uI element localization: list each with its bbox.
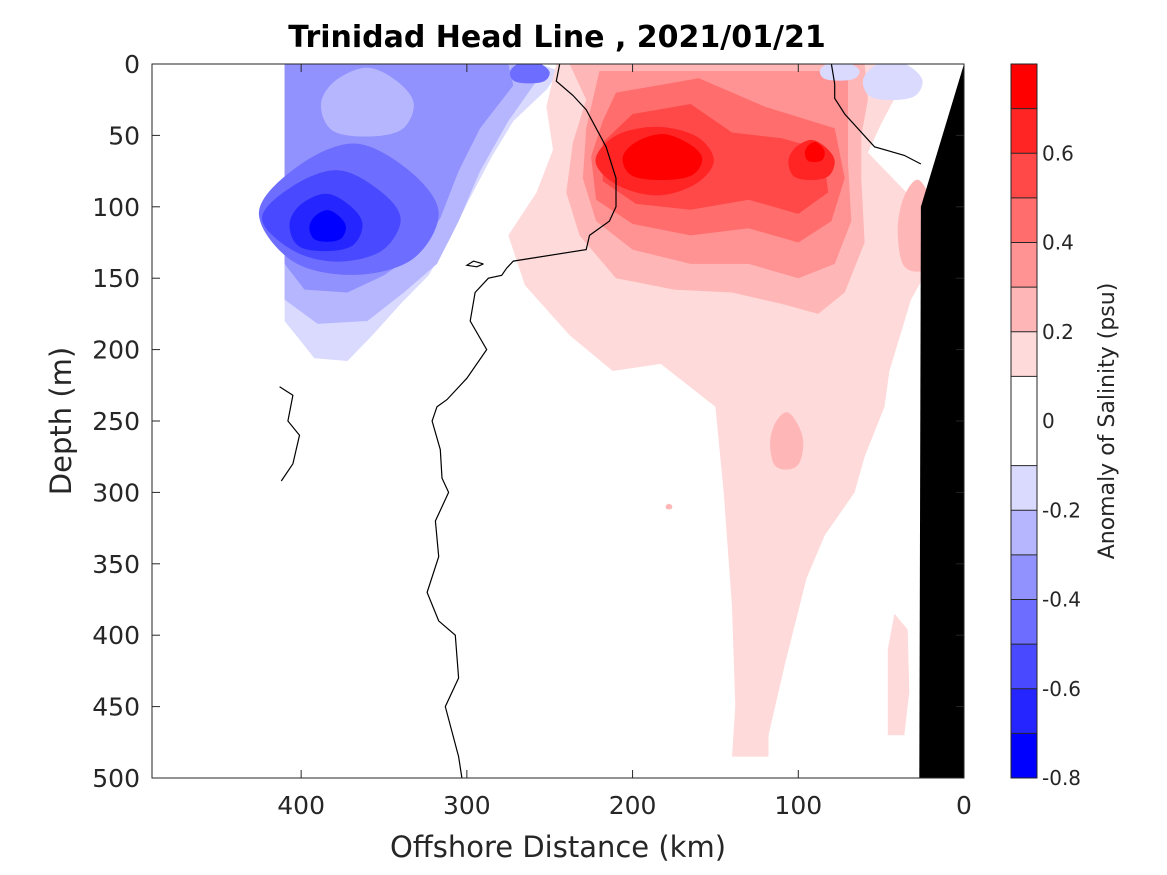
zero-contour-lines [279, 64, 922, 778]
y-tick-label: 250 [92, 407, 140, 436]
colorbar-swatch [1011, 688, 1037, 734]
colorbar-swatch [1011, 554, 1037, 600]
bathymetry [919, 64, 964, 778]
colorbar-swatch [1011, 599, 1037, 645]
colorbar-tick-label: -0.2 [1042, 498, 1081, 522]
colorbar-swatch [1011, 465, 1037, 511]
y-tick-label: 400 [92, 621, 140, 650]
colorbar-tick-label: -0.4 [1042, 588, 1081, 612]
bathymetry-slope [919, 64, 964, 778]
y-tick-label: 300 [92, 478, 140, 507]
colorbar-swatch [1011, 242, 1037, 288]
contour-band-pos-0.7 [622, 133, 703, 180]
colorbar-frame [1010, 63, 1038, 779]
plot-area [151, 63, 965, 779]
colorbar-swatch [1011, 287, 1037, 332]
colorbar-label: Anomaly of Salinity (psu) [1095, 283, 1120, 560]
y-tick-label: 350 [92, 550, 140, 579]
colorbar-swatch [1011, 331, 1037, 377]
colorbar-swatch [1011, 108, 1037, 154]
colorbar-tick-label: -0.6 [1042, 677, 1081, 701]
contour-dot-pos [665, 503, 673, 510]
colorbar-tick-label: -0.8 [1042, 766, 1081, 790]
colorbar-tick-label: 0 [1042, 409, 1055, 433]
y-tick-label: 100 [92, 193, 140, 222]
contour-patch-pos-slope [887, 613, 910, 736]
contour-patch-neg-coast [819, 64, 860, 81]
contour-patch-neg-coast-b [862, 64, 923, 101]
y-tick-label: 450 [92, 693, 140, 722]
colorbar-swatch [1011, 197, 1037, 243]
colorbar-tick-label: 0.4 [1042, 231, 1074, 255]
colorbar-tick-label: 0.6 [1042, 141, 1074, 165]
colorbar-swatch [1011, 510, 1037, 555]
x-tick-label: 400 [277, 791, 325, 820]
contour-patch-pos-deep [770, 412, 804, 470]
x-axis-label: Offshore Distance (km) [390, 830, 726, 864]
zero-contour-west [279, 386, 301, 482]
colorbar: -0.8 -0.6 -0.4 -0.2 0 0.2 0.4 0.6 [1010, 63, 1081, 790]
y-axis: 0 50 100 150 200 250 300 350 400 450 500 [92, 50, 964, 793]
colorbar-swatch [1011, 64, 1037, 109]
chart-title: Trinidad Head Line , 2021/01/21 [288, 20, 825, 55]
contour-patch-neg-near-surface [509, 64, 550, 84]
colorbar-swatch [1011, 733, 1037, 778]
x-axis: 400 300 200 100 0 [277, 64, 972, 820]
y-tick-label: 150 [92, 264, 140, 293]
y-axis-label: Depth (m) [44, 347, 78, 495]
x-tick-label: 100 [774, 791, 822, 820]
x-tick-label: 200 [609, 791, 657, 820]
y-tick-label: 0 [124, 50, 140, 79]
contour-band-neg-0.7 [309, 210, 346, 242]
x-tick-label: 0 [956, 791, 972, 820]
contour-band-pos-0.7b [804, 141, 825, 163]
x-tick-label: 300 [443, 791, 491, 820]
y-tick-label: 50 [108, 121, 140, 150]
zero-contour-loop [465, 260, 484, 268]
y-tick-label: 200 [92, 336, 140, 365]
colorbar-tick-label: 0.2 [1042, 320, 1074, 344]
zero-contour-main [426, 64, 617, 778]
y-tick-label: 500 [92, 764, 140, 793]
colorbar-swatch [1011, 644, 1037, 689]
colorbar-swatch [1011, 376, 1037, 466]
colorbar-swatch [1011, 153, 1037, 198]
zero-contour-coast [830, 64, 922, 165]
contour-patch-neg-surface [320, 67, 414, 137]
contour-fills [258, 64, 938, 757]
